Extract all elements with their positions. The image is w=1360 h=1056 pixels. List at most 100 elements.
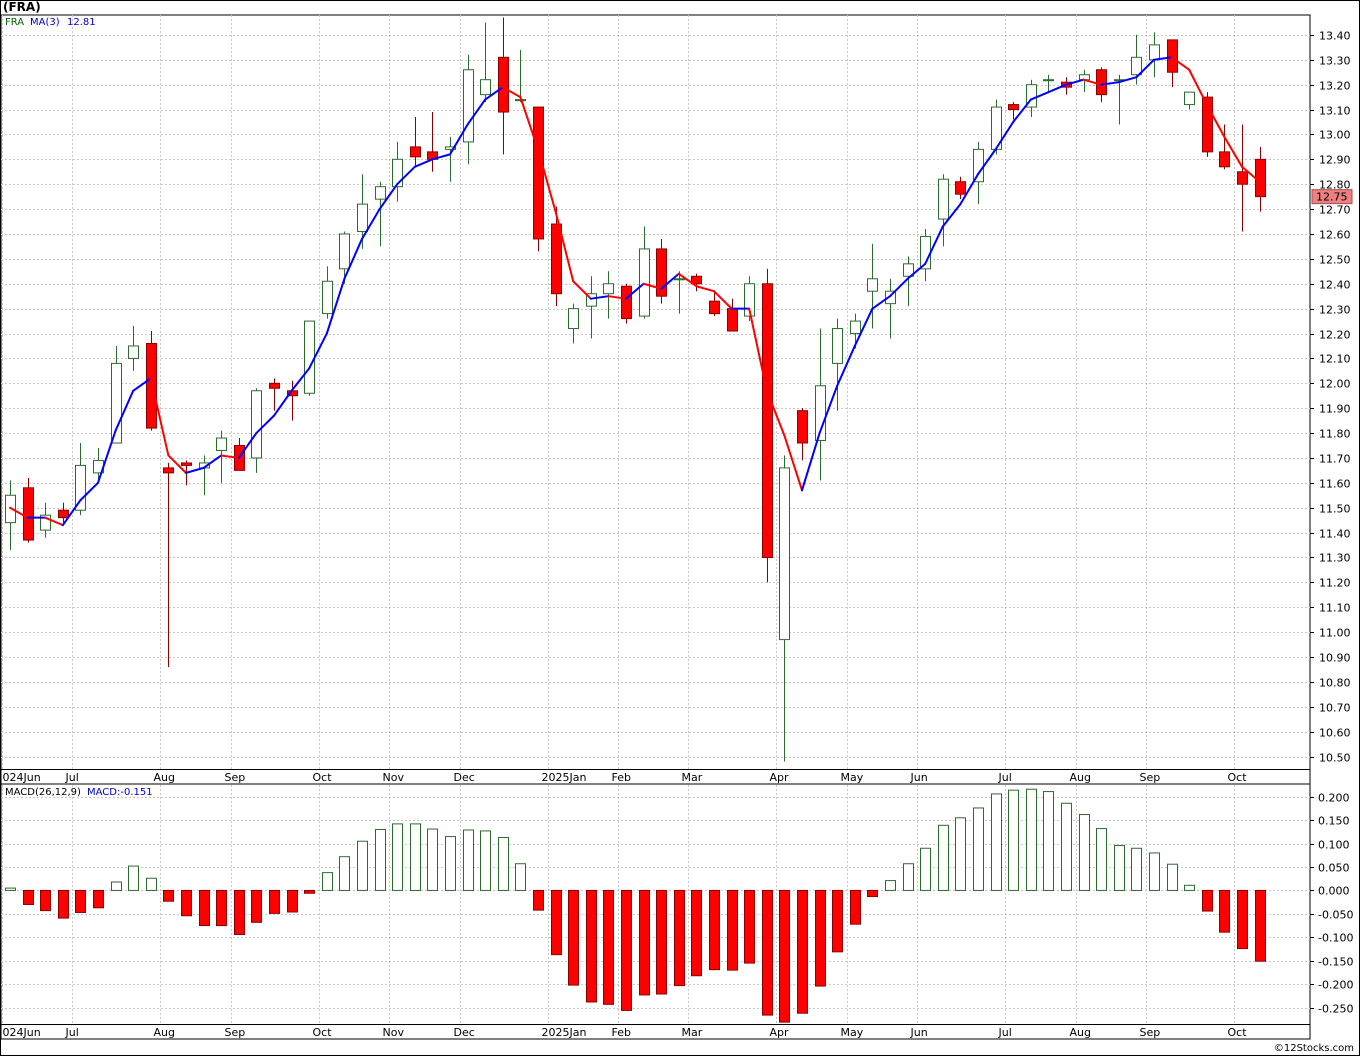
price-y-tick-label: 12.50 bbox=[1319, 254, 1351, 267]
price-x-tick-label: Oct bbox=[1228, 771, 1248, 784]
ma-segment bbox=[871, 295, 891, 310]
macd-bar bbox=[1202, 889, 1213, 912]
macd-y-tick-label: -0.050 bbox=[1318, 909, 1353, 922]
price-x-tick-label: 2025Jan bbox=[542, 771, 587, 784]
price-y-tick-label: 13.40 bbox=[1319, 30, 1351, 43]
price-y-tick-label: 12.40 bbox=[1319, 279, 1351, 292]
candle-body bbox=[480, 79, 491, 96]
price-y-tick-label: 11.00 bbox=[1319, 627, 1351, 640]
macd-bar bbox=[1167, 863, 1178, 891]
macd-bar bbox=[955, 817, 966, 891]
candle-body bbox=[1202, 96, 1213, 153]
macd-bar bbox=[1255, 889, 1266, 962]
ma-segment bbox=[325, 277, 346, 335]
candle-body bbox=[163, 467, 174, 474]
candle-body bbox=[410, 146, 421, 158]
macd-bar bbox=[603, 889, 614, 1005]
price-y-tick-label: 10.80 bbox=[1319, 677, 1351, 690]
macd-bar bbox=[480, 830, 491, 891]
ma-segment bbox=[1117, 76, 1138, 84]
macd-x-tick-label: Aug bbox=[1070, 1026, 1091, 1039]
ma-segment bbox=[572, 280, 592, 300]
candle-body bbox=[322, 280, 333, 315]
macd-y-tick-label: 0.100 bbox=[1318, 839, 1350, 852]
ma-segment bbox=[1029, 91, 1050, 101]
candle-body bbox=[1149, 44, 1160, 61]
macd-bar bbox=[1096, 828, 1107, 891]
price-x-tick-label: Aug bbox=[154, 771, 175, 784]
candle-body bbox=[23, 487, 34, 541]
macd-x-tick-label: 2025Jan bbox=[542, 1026, 587, 1039]
candle-body bbox=[727, 308, 738, 332]
candle-body bbox=[1255, 158, 1266, 198]
ma-segment bbox=[906, 262, 927, 280]
candle-body bbox=[639, 248, 650, 317]
ma-segment bbox=[1241, 165, 1261, 183]
macd-bar bbox=[357, 840, 368, 891]
ma-segment bbox=[185, 466, 205, 474]
ma-segment bbox=[607, 295, 627, 300]
ma-segment bbox=[748, 307, 768, 392]
macd-bar bbox=[5, 887, 16, 891]
candle-body bbox=[779, 467, 790, 641]
candle-body bbox=[75, 464, 86, 511]
ma-segment bbox=[1012, 98, 1032, 124]
macd-bar bbox=[163, 889, 174, 902]
ma-segment bbox=[132, 377, 152, 392]
legend-symbol: FRA bbox=[5, 17, 24, 28]
candle-body bbox=[1184, 91, 1195, 106]
candle-body bbox=[304, 320, 315, 394]
candle-body bbox=[111, 362, 122, 444]
candle-body bbox=[392, 158, 403, 188]
candle-body bbox=[181, 462, 192, 466]
ma-segment bbox=[783, 434, 803, 492]
price-y-tick-label: 10.90 bbox=[1319, 652, 1351, 665]
ma-segment bbox=[255, 414, 275, 435]
candle-body bbox=[674, 278, 685, 281]
price-x-tick-label: Sep bbox=[1140, 771, 1161, 784]
last-price-box bbox=[1311, 189, 1353, 205]
last-price-label: 12.75 bbox=[1316, 191, 1348, 204]
candle-body bbox=[744, 283, 755, 317]
ma-segment bbox=[308, 332, 328, 370]
macd-legend: MACD(26,12,9) MACD:-0.151 bbox=[5, 787, 153, 798]
macd-bar bbox=[709, 889, 720, 971]
macd-bar bbox=[762, 889, 773, 1016]
chart-title: (FRA) bbox=[3, 0, 41, 14]
candle-body bbox=[1219, 151, 1230, 168]
macd-bar bbox=[903, 863, 914, 891]
macd-bar bbox=[40, 889, 51, 912]
macd-x-tick-label: Oct bbox=[1228, 1026, 1248, 1039]
macd-y-tick-label: -0.200 bbox=[1318, 979, 1353, 992]
price-x-tick-label: Aug bbox=[1070, 771, 1091, 784]
macd-bar bbox=[181, 889, 192, 917]
ma-segment bbox=[1205, 103, 1226, 138]
macd-bar bbox=[1079, 814, 1090, 891]
macd-bar bbox=[58, 889, 69, 919]
candle-body bbox=[339, 233, 350, 270]
legend-ma-label: MA(3) bbox=[30, 17, 60, 28]
ma-segment bbox=[889, 277, 909, 298]
ma-segment bbox=[290, 367, 311, 392]
ma-segment bbox=[1082, 78, 1103, 86]
macd-x-tick-label: Sep bbox=[1140, 1026, 1161, 1039]
candle-body bbox=[691, 275, 702, 285]
ma-segment bbox=[589, 295, 610, 300]
candle-body bbox=[850, 320, 861, 335]
macd-pane: 0.200 0.150 0.100 0.050 0.000 -0.050 -0.100 -0.… bbox=[0, 783, 1353, 1040]
macd-bar bbox=[674, 889, 685, 987]
candle-body bbox=[1131, 56, 1142, 76]
candle-body bbox=[1237, 171, 1248, 185]
macd-y-tick-label: -0.150 bbox=[1318, 956, 1353, 969]
price-y-tick-label: 13.20 bbox=[1319, 80, 1351, 93]
candle-body bbox=[621, 285, 632, 320]
ma-segment bbox=[114, 389, 135, 432]
macd-bar bbox=[375, 829, 386, 891]
macd-bar bbox=[586, 889, 597, 1003]
macd-bar bbox=[427, 828, 438, 891]
macd-bar bbox=[304, 889, 315, 894]
macd-histogram bbox=[5, 788, 1266, 1023]
ma-segment bbox=[431, 153, 451, 161]
candle-body bbox=[885, 290, 896, 305]
